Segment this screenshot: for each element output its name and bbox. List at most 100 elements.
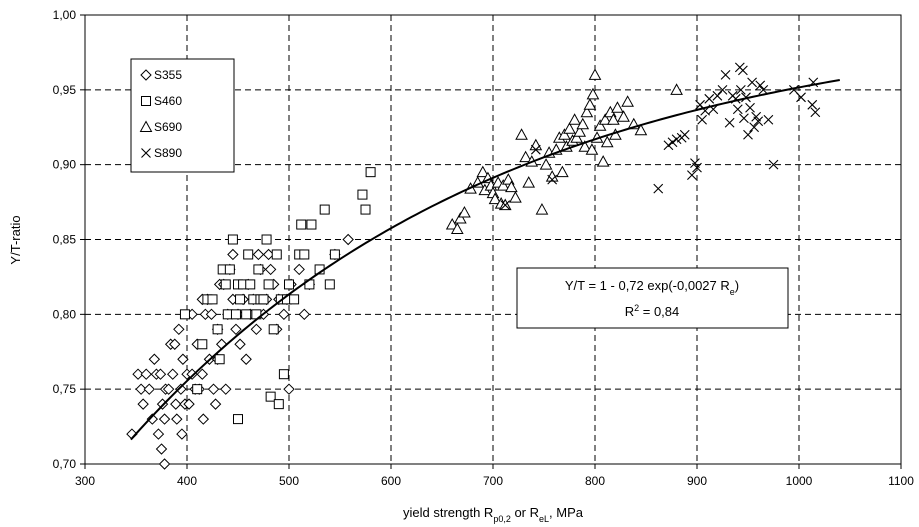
s460-point bbox=[220, 279, 231, 290]
s355-point bbox=[140, 368, 152, 380]
s690-point bbox=[600, 135, 614, 148]
x-tick-label: 700 bbox=[483, 474, 503, 488]
x-tick-label: 400 bbox=[177, 474, 197, 488]
s690-point bbox=[476, 165, 490, 178]
x-tick-label: 1100 bbox=[888, 474, 914, 488]
s690-point bbox=[585, 143, 599, 155]
s460-point bbox=[224, 264, 235, 275]
s460-point bbox=[253, 264, 264, 275]
s460-point bbox=[243, 249, 254, 260]
x-axis-title-end: , MPa bbox=[549, 505, 584, 520]
s355-point bbox=[176, 428, 188, 440]
s890-point bbox=[712, 90, 723, 101]
s460-point bbox=[233, 414, 243, 425]
x-tick-label: 500 bbox=[279, 474, 299, 488]
s890-point bbox=[743, 129, 753, 140]
s690-point bbox=[522, 176, 536, 188]
s355-point bbox=[298, 308, 311, 321]
legend-marker-s690 bbox=[139, 120, 153, 132]
equation-box: Y/T = 1 - 0,72 exp(-0,0027 Re) R2 = 0,84 bbox=[516, 267, 789, 329]
data-points bbox=[126, 62, 821, 470]
s460-point bbox=[296, 219, 307, 230]
s460-point bbox=[271, 249, 282, 260]
s355-point bbox=[135, 383, 147, 395]
s690-point bbox=[634, 123, 648, 136]
s690-point bbox=[496, 179, 510, 191]
equation-close: ) bbox=[735, 278, 739, 293]
equation-text: Y/T = 1 - 0,72 exp(-0,0027 Re) bbox=[565, 278, 739, 297]
s460-point bbox=[263, 279, 274, 290]
s355-point bbox=[234, 338, 246, 350]
equation-sub: e bbox=[730, 287, 735, 297]
s355-point bbox=[220, 383, 232, 395]
s890-point bbox=[717, 84, 728, 95]
s460-point bbox=[197, 339, 208, 350]
s355-point bbox=[173, 323, 185, 336]
legend-label-s890: S890 bbox=[154, 146, 182, 160]
s890-point bbox=[500, 200, 511, 210]
s690-point bbox=[611, 101, 624, 113]
s690-point bbox=[471, 176, 485, 188]
s690-point bbox=[568, 113, 581, 125]
s460-point bbox=[179, 309, 190, 320]
fit-curve bbox=[130, 79, 840, 441]
s890-point bbox=[692, 162, 702, 173]
x-axis-title-sub1: p0,2 bbox=[493, 514, 511, 524]
x-axis-ticks: 300 400 500 600 700 800 900 1000 1100 bbox=[75, 464, 914, 488]
s460-point bbox=[261, 234, 272, 245]
s460-point bbox=[319, 204, 330, 215]
s890-point bbox=[679, 129, 690, 140]
r-squared-r: R bbox=[625, 304, 634, 319]
s460-point bbox=[273, 399, 284, 410]
s690-point bbox=[573, 125, 587, 137]
s355-point bbox=[177, 353, 189, 365]
s460-point bbox=[299, 249, 310, 260]
x-tick-label: 600 bbox=[381, 474, 401, 488]
s355-point bbox=[293, 263, 305, 276]
s355-point bbox=[250, 323, 263, 336]
s355-point bbox=[196, 368, 209, 380]
y-axis-ticks: 0,70 0,75 0,80 0,85 0,90 0,95 1,00 bbox=[53, 8, 85, 471]
s460-point bbox=[265, 391, 276, 402]
s890-point bbox=[749, 122, 760, 133]
s460-point bbox=[235, 294, 246, 305]
s690-point bbox=[556, 165, 569, 178]
s355-point bbox=[227, 248, 239, 261]
s355-point bbox=[143, 383, 155, 395]
s690-point bbox=[586, 87, 600, 100]
s460-point bbox=[360, 204, 371, 215]
s890-point bbox=[530, 144, 541, 155]
s690-point bbox=[519, 150, 532, 163]
x-axis-title-sub2: eL bbox=[539, 514, 549, 524]
s890-point bbox=[663, 140, 674, 151]
r-squared-sup: 2 bbox=[634, 303, 639, 313]
y-axis-title: Y/T-ratio bbox=[8, 215, 23, 264]
s890-point bbox=[747, 77, 757, 88]
y-tick-label: 0,75 bbox=[53, 382, 77, 396]
legend-label-s460: S460 bbox=[154, 94, 182, 108]
legend-label-s355: S355 bbox=[154, 68, 182, 82]
s690-point bbox=[450, 222, 464, 235]
x-axis-title-main: yield strength R bbox=[403, 505, 493, 520]
r-squared-text: R2 = 0,84 bbox=[625, 303, 680, 319]
s890-point bbox=[653, 183, 664, 194]
s890-point bbox=[810, 107, 821, 118]
s460-point bbox=[284, 279, 294, 290]
s355-point bbox=[170, 398, 182, 410]
s890-point bbox=[745, 102, 755, 113]
s355-point bbox=[175, 383, 187, 395]
s460-point bbox=[365, 167, 376, 178]
s890-point bbox=[768, 159, 779, 170]
s890-point bbox=[753, 116, 764, 127]
s690-point bbox=[570, 131, 583, 143]
s690-point bbox=[580, 105, 594, 118]
s890-point bbox=[704, 93, 715, 104]
x-tick-label: 1000 bbox=[786, 474, 813, 488]
s355-point bbox=[154, 368, 167, 380]
s690-point bbox=[535, 203, 549, 215]
s690-point bbox=[505, 180, 518, 193]
s890-point bbox=[697, 114, 707, 125]
s460-point bbox=[306, 219, 317, 230]
s690-point bbox=[515, 128, 528, 140]
s355-point bbox=[264, 263, 277, 276]
